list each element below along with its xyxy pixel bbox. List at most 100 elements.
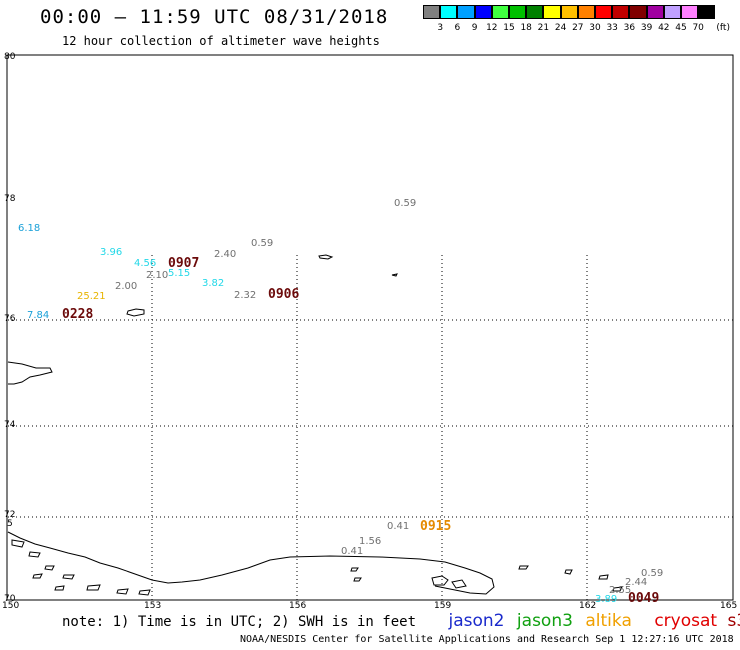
islet-small-north [391, 273, 398, 277]
lon-label-165: 165 [720, 601, 738, 611]
lat-label-70: 70 [4, 594, 16, 604]
pass-time-label: 0906 [268, 287, 299, 302]
lon-label-162: 162 [579, 601, 597, 611]
legend-swatch [474, 5, 492, 19]
legend-swatch [509, 5, 527, 19]
lon-label-159: 159 [434, 601, 452, 611]
map-frame [6, 54, 734, 601]
wave-height-label: 2.40 [214, 249, 236, 260]
lat-label-78: 78 [4, 194, 16, 204]
wave-height-label: 0.59 [394, 198, 416, 209]
legend-swatch [629, 5, 647, 19]
legend-label: 36 [623, 23, 636, 33]
legend-label: 6 [454, 23, 461, 33]
footer-credit: NOAA/NESDIS Center for Satellite Applica… [240, 634, 734, 645]
pass-time-label: 0915 [420, 519, 451, 534]
legend-label: 30 [589, 23, 601, 33]
satellite-jason2: jason2 [448, 611, 505, 631]
islands-west-4 [62, 574, 75, 580]
pass-time-label: 0049 [628, 591, 659, 606]
legend-label: 45 [675, 23, 687, 33]
islands-west-5 [86, 584, 101, 591]
wave-height-label: 0.41 [341, 546, 363, 557]
wave-height-label: 2.44 [625, 577, 647, 588]
legend-swatch [698, 5, 716, 19]
legend-label: 15 [503, 23, 515, 33]
legend-label: 18 [520, 23, 532, 33]
legend-swatch [646, 5, 664, 19]
wave-height-label: 0.59 [641, 568, 663, 579]
islands-mid-2 [350, 567, 359, 572]
coastline-mainland-south [7, 531, 495, 595]
lon-label-150: 150 [2, 601, 20, 611]
islands-east-4 [564, 569, 573, 575]
islands-east-2 [451, 579, 467, 589]
satellite-jason3: jason3 [516, 611, 573, 631]
pass-time-label: 0907 [168, 256, 199, 271]
footer-note: note: 1) Time is in UTC; 2) SWH is in fe… [62, 614, 417, 630]
satellite-altika: altika [585, 611, 632, 631]
wave-height-label: 1.56 [359, 536, 381, 547]
lat-edge-label: 5 [7, 519, 13, 529]
legend-swatch [457, 5, 475, 19]
islands-west-2 [28, 551, 41, 558]
wave-height-label: 6.18 [18, 223, 40, 234]
legend-label: 9 [471, 23, 478, 33]
wave-height-label: 5.15 [168, 268, 190, 279]
legend-label: 70 [692, 23, 704, 33]
wave-height-label: 25.21 [77, 291, 106, 302]
legend-label: 27 [572, 23, 584, 33]
legend-swatch [423, 5, 441, 19]
islands-west-6 [116, 588, 129, 595]
map-labels: 6.18 3.96 4.56 0907 2.40 0.59 0.59 2.10 5.15 3.82… [18, 198, 663, 606]
wave-height-label: 3.82 [202, 278, 224, 289]
legend-swatch [560, 5, 578, 19]
islands-east-3 [518, 565, 529, 570]
wave-height-label: 7.84 [27, 310, 49, 321]
islands-west-1 [11, 539, 25, 548]
legend-swatch [491, 5, 509, 19]
legend-label: 12 [486, 23, 498, 33]
lat-gridlines [8, 319, 733, 518]
islands-east-1 [431, 575, 449, 586]
wave-height-label: 3.89 [595, 594, 617, 605]
satellite-s3a: s3a [727, 611, 740, 631]
lat-label-76: 76 [4, 314, 16, 324]
coastlines [7, 254, 623, 596]
legend-label: 24 [554, 23, 567, 33]
islet-east-north [318, 254, 334, 260]
legend-label: 3 [437, 23, 444, 33]
wave-height-label: 3.96 [100, 247, 122, 258]
islands-west-8 [54, 585, 65, 591]
islands-west-3 [44, 565, 55, 571]
lat-label-80: 80 [4, 52, 16, 62]
legend-unit: (ft) [716, 23, 730, 33]
lon-gridlines [151, 255, 588, 600]
wave-height-label: 0.59 [251, 238, 273, 249]
islands-mid-3 [353, 577, 362, 582]
lon-label-156: 156 [289, 601, 307, 611]
pass-time-label: 0228 [62, 307, 93, 322]
coastline-west-island [7, 361, 53, 385]
lat-label-72: 72 [4, 510, 16, 520]
legend-label: 33 [606, 23, 618, 33]
legend-swatch [526, 5, 544, 19]
wave-height-label: 2.10 [146, 270, 168, 281]
islet-west-passage [126, 308, 145, 317]
wave-height-label: 2.00 [115, 281, 137, 292]
legend-swatch [612, 5, 630, 19]
satellite-cryosat: cryosat [654, 611, 718, 631]
wave-height-label: 0.41 [387, 521, 409, 532]
legend-swatch [543, 5, 561, 19]
islands-mid-1 [138, 589, 151, 596]
legend-swatch [577, 5, 595, 19]
legend-swatch [681, 5, 699, 19]
islands-east-6 [612, 586, 623, 592]
map-title: 00:00 – 11:59 UTC 08/31/2018 [40, 6, 389, 28]
legend-swatch [663, 5, 681, 19]
wave-height-label: 2.55 [609, 585, 631, 596]
islands-west-7 [32, 573, 43, 579]
legend-label: 39 [640, 23, 653, 33]
legend-label: 42 [658, 23, 670, 33]
